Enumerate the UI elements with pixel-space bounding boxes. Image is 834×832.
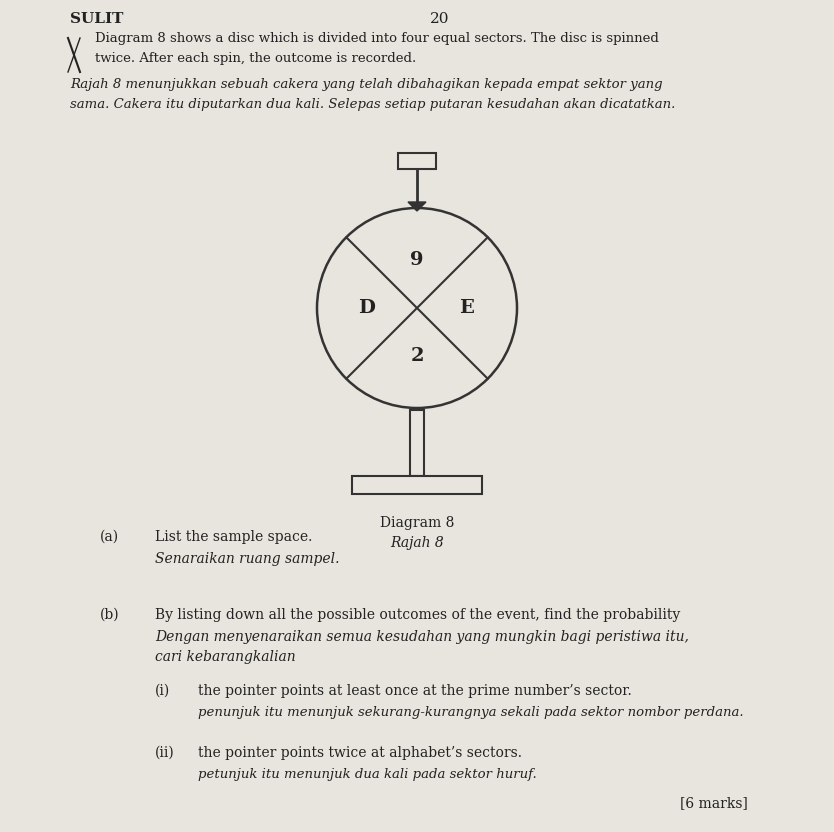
Text: [6 marks]: [6 marks]: [680, 796, 748, 810]
Text: cari kebarangkalian: cari kebarangkalian: [155, 650, 295, 664]
Bar: [352, 476, 482, 494]
Text: Diagram 8 shows a disc which is divided into four equal sectors. The disc is spi: Diagram 8 shows a disc which is divided …: [95, 32, 659, 45]
Text: D: D: [359, 299, 375, 317]
Text: (ii): (ii): [155, 746, 175, 760]
Text: Diagram 8: Diagram 8: [379, 516, 455, 530]
Text: List the sample space.: List the sample space.: [155, 530, 313, 544]
Text: Dengan menyenaraikan semua kesudahan yang mungkin bagi peristiwa itu,: Dengan menyenaraikan semua kesudahan yan…: [155, 630, 689, 644]
Bar: [410, 410, 424, 476]
Text: (i): (i): [155, 684, 170, 698]
Text: E: E: [460, 299, 475, 317]
Text: Rajah 8: Rajah 8: [390, 536, 444, 550]
Text: 2: 2: [410, 347, 424, 365]
Text: sama. Cakera itu diputarkan dua kali. Selepas setiap putaran kesudahan akan dica: sama. Cakera itu diputarkan dua kali. Se…: [70, 98, 676, 111]
Text: twice. After each spin, the outcome is recorded.: twice. After each spin, the outcome is r…: [95, 52, 416, 65]
Text: (b): (b): [100, 608, 119, 622]
Text: the pointer points at least once at the prime number’s sector.: the pointer points at least once at the …: [198, 684, 631, 698]
Text: By listing down all the possible outcomes of the event, find the probability: By listing down all the possible outcome…: [155, 608, 681, 622]
Text: 20: 20: [430, 12, 450, 26]
Text: 9: 9: [410, 251, 424, 269]
Text: SULIT: SULIT: [70, 12, 123, 26]
Text: the pointer points twice at alphabet’s sectors.: the pointer points twice at alphabet’s s…: [198, 746, 522, 760]
Bar: [398, 153, 436, 169]
Text: petunjuk itu menunjuk dua kali pada sektor huruf.: petunjuk itu menunjuk dua kali pada sekt…: [198, 768, 537, 781]
Text: penunjuk itu menunjuk sekurang-kurangnya sekali pada sektor nombor perdana.: penunjuk itu menunjuk sekurang-kurangnya…: [198, 706, 744, 719]
Text: Senaraikan ruang sampel.: Senaraikan ruang sampel.: [155, 552, 339, 566]
Text: (a): (a): [100, 530, 119, 544]
Text: Rajah 8 menunjukkan sebuah cakera yang telah dibahagikan kepada empat sektor yan: Rajah 8 menunjukkan sebuah cakera yang t…: [70, 78, 663, 91]
Polygon shape: [408, 202, 426, 211]
